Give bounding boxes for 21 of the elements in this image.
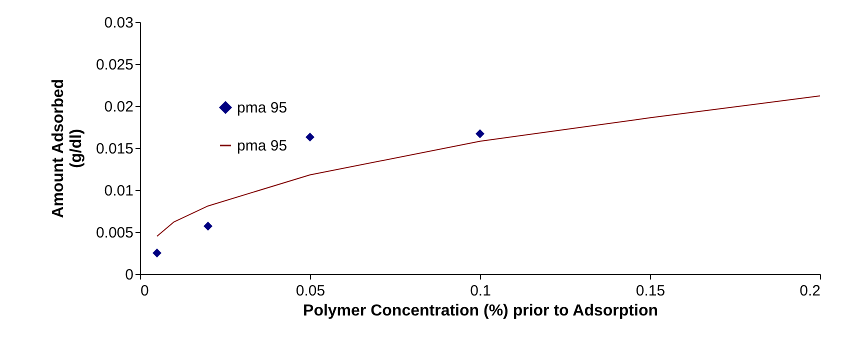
point (306, 132, 314, 142)
y-tick-label: 0.025 (96, 56, 134, 74)
x-tick-label: 0.15 (636, 282, 666, 300)
x-tick-label: 0.05 (296, 282, 326, 300)
y-tick-label: 0.03 (104, 14, 134, 32)
y-tick-label: 0.02 (104, 98, 134, 116)
point (476, 129, 484, 138)
x-tick-label: 0.2 (800, 282, 820, 300)
x-tick-label: 0.1 (470, 282, 491, 300)
y-axis-title: Amount Adsorbed (g/dl) (50, 79, 85, 218)
point (204, 222, 212, 231)
x-axis-title: Polymer Concentration (%) prior to Adsorption (303, 302, 658, 320)
y-tick-label: 0.01 (104, 182, 134, 200)
line-series (156, 95, 820, 237)
y-tick-label: 0.015 (96, 140, 134, 158)
point (152, 248, 162, 258)
y-tick-label: 0 (125, 266, 134, 284)
legend-label: pma 95 (237, 138, 288, 154)
y-tick-label: 0.005 (96, 224, 134, 242)
x-tick-label: 0 (140, 282, 149, 300)
legend-label: pma 95 (237, 100, 288, 116)
